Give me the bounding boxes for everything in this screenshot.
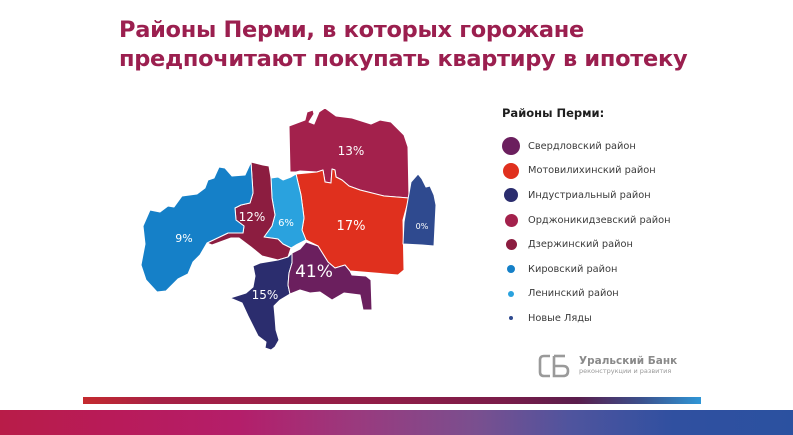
legend-dot-icon — [509, 316, 513, 321]
legend-item-kirovsky: Кировский район — [502, 257, 722, 282]
page-title: Районы Перми, в которых горожане предпоч… — [119, 16, 739, 74]
legend-item-industrialny: Индустриальный район — [502, 183, 722, 208]
legend: Районы Перми: Свердловский район Мотовил… — [502, 106, 722, 331]
label-motovilikhinsky: 17% — [337, 219, 366, 234]
label-ordzhonikidzevsky: 13% — [338, 144, 365, 158]
bank-logo-icon — [538, 354, 570, 378]
legend-label: Орджоникидзевский район — [528, 214, 671, 226]
legend-dot-icon — [504, 188, 518, 203]
legend-item-dzerzhinsky: Дзержинский район — [502, 232, 722, 257]
bank-logo: Уральский Банк реконструкции и развития — [537, 353, 677, 379]
legend-label: Дзержинский район — [528, 239, 633, 251]
title-line-1: Районы Перми, в которых горожане — [119, 17, 585, 43]
legend-item-sverdlovsky: Свердловский район — [502, 134, 722, 159]
district-sverdlovsky — [287, 241, 373, 311]
legend-dot-icon — [503, 162, 519, 179]
decorative-gradient-bar — [83, 397, 701, 404]
bank-subtitle: реконструкции и развития — [579, 367, 672, 375]
legend-item-novye-lyady: Новые Ляды — [502, 306, 722, 331]
district-novye-lyady — [402, 173, 437, 247]
title-line-2: предпочитают покупать квартиру в ипотеку — [119, 46, 688, 72]
legend-label: Кировский район — [528, 263, 618, 275]
bank-name: Уральский Банк — [579, 355, 678, 367]
legend-label: Ленинский район — [528, 288, 619, 300]
label-industrialny: 15% — [252, 288, 279, 302]
legend-item-leninsky: Ленинский район — [502, 282, 722, 307]
legend-dot-icon — [502, 137, 520, 156]
legend-label: Индустриальный район — [528, 189, 651, 201]
legend-dot-icon — [508, 290, 514, 297]
legend-label: Свердловский район — [528, 140, 636, 152]
legend-label: Мотовилихинский район — [528, 165, 656, 177]
label-kirovsky: 9% — [175, 232, 192, 245]
legend-item-ordzhonikidzevsky: Орджоникидзевский район — [502, 208, 722, 233]
label-novye-lyady: 0% — [416, 222, 429, 231]
district-industrialny — [229, 252, 293, 351]
legend-item-motovilikhinsky: Мотовилихинский район — [502, 159, 722, 184]
district-kirovsky — [140, 161, 254, 293]
legend-label: Новые Ляды — [528, 312, 592, 324]
footer-gradient-band — [0, 410, 793, 435]
label-leninsky: 6% — [278, 218, 294, 229]
legend-dot-icon — [507, 265, 515, 274]
label-sverdlovsky: 41% — [295, 262, 333, 282]
label-dzerzhinsky: 12% — [239, 210, 266, 224]
legend-title: Районы Перми: — [502, 106, 605, 120]
legend-dot-icon — [505, 239, 517, 251]
legend-dot-icon — [504, 213, 518, 227]
